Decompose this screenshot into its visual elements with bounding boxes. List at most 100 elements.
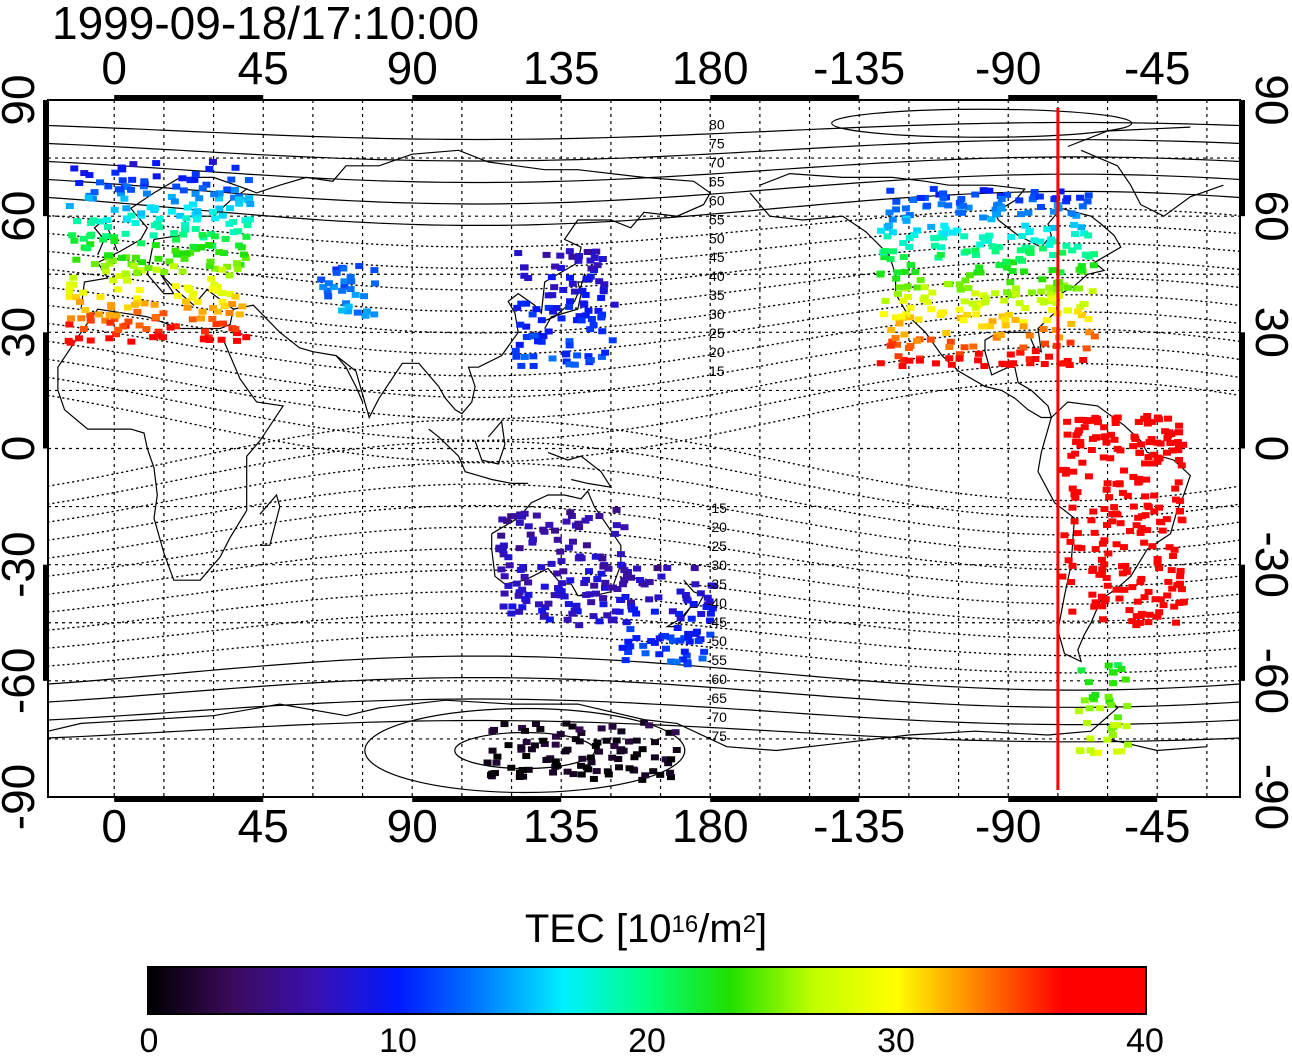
tec-cell <box>1141 512 1150 519</box>
tec-cell <box>218 298 227 305</box>
tec-cell <box>894 353 903 360</box>
tec-cell <box>612 737 621 744</box>
tec-cell <box>208 208 217 215</box>
tec-cell <box>1173 439 1182 446</box>
tec-cell <box>621 657 630 664</box>
tec-cell <box>1077 224 1086 231</box>
tec-cell <box>937 201 946 208</box>
tec-cell <box>696 590 705 597</box>
tec-cell <box>554 591 563 598</box>
tec-cell <box>1153 458 1162 465</box>
tec-cell <box>1040 340 1049 347</box>
tec-cell <box>613 585 622 592</box>
tec-cell <box>939 190 948 197</box>
tec-cell <box>1145 439 1154 446</box>
tec-cell <box>500 573 509 580</box>
tec-cell <box>627 603 636 610</box>
tec-cell <box>1109 722 1118 729</box>
tec-cell <box>888 338 897 345</box>
tec-cell <box>167 208 176 215</box>
tec-cell <box>628 606 637 613</box>
tec-cell <box>1072 212 1081 219</box>
tec-cell <box>1077 267 1086 274</box>
tec-cell <box>537 564 546 571</box>
tec-cell <box>215 195 224 202</box>
tec-cell <box>234 196 243 203</box>
tec-cell <box>916 194 925 201</box>
tec-cell <box>673 624 682 631</box>
tec-cell <box>1065 361 1074 368</box>
tec-cell <box>542 251 551 258</box>
tec-cell <box>568 280 577 287</box>
tec-cell <box>1102 439 1111 446</box>
tec-cell <box>498 516 507 523</box>
tec-cell <box>1116 520 1125 527</box>
tec-cell <box>79 325 88 332</box>
tec-cell <box>1132 522 1141 529</box>
tec-cell <box>1070 221 1079 228</box>
tec-cell <box>74 335 83 342</box>
contour-label: -40 <box>707 595 727 611</box>
tec-cell <box>75 180 84 187</box>
tec-cell <box>136 240 145 247</box>
tec-cell <box>940 222 949 229</box>
tec-cell <box>569 771 578 778</box>
tec-cell <box>1096 705 1105 712</box>
tec-cell <box>1082 345 1091 352</box>
tec-cell <box>127 186 136 193</box>
tec-cell <box>218 266 227 273</box>
tec-cell <box>1067 320 1076 327</box>
tec-cell <box>239 251 248 258</box>
tec-cell <box>1117 563 1126 570</box>
tec-cell <box>930 242 939 249</box>
contour-label: 40 <box>709 268 725 284</box>
tec-cell <box>901 205 910 212</box>
tec-cell <box>151 314 160 321</box>
tec-cell <box>964 204 973 211</box>
tec-cell <box>909 196 918 203</box>
tec-cell <box>530 742 539 749</box>
tec-cell <box>1026 360 1035 367</box>
tec-cell <box>549 769 558 776</box>
tec-cell <box>910 231 919 238</box>
contour-loop <box>831 108 1133 138</box>
tec-cell <box>522 739 531 746</box>
tec-cell <box>577 729 586 736</box>
tec-cell <box>931 360 940 367</box>
tec-cell <box>1168 447 1177 454</box>
tec-cell <box>1122 723 1131 730</box>
lon-tick-label: 90 <box>387 42 438 94</box>
tec-cell <box>1002 258 1011 265</box>
tec-cell <box>105 252 114 259</box>
tec-cell <box>86 241 95 248</box>
tec-cell <box>1084 253 1093 260</box>
tec-cell <box>1078 203 1087 210</box>
tec-cell <box>370 311 379 318</box>
tec-cell <box>517 362 526 369</box>
tec-cell <box>620 567 629 574</box>
lon-tick-label: -135 <box>813 800 905 852</box>
tec-cell <box>133 308 142 315</box>
tec-cell <box>587 248 596 255</box>
tec-cell <box>70 237 79 244</box>
tec-cell <box>1084 679 1093 686</box>
tec-cell <box>601 349 610 356</box>
tec-cell <box>553 762 562 769</box>
lat-tick-label: -90 <box>1246 764 1292 830</box>
tec-cell <box>507 764 516 771</box>
tec-cell <box>1153 555 1162 562</box>
tec-cell <box>955 209 964 216</box>
tec-cell <box>1079 356 1088 363</box>
contour-label: -25 <box>707 538 727 554</box>
tec-cell <box>105 260 114 267</box>
tec-cell <box>1003 264 1012 271</box>
frame-bar <box>43 564 48 681</box>
tec-cell <box>1136 579 1145 586</box>
tec-cell <box>1128 584 1137 591</box>
tec-cell <box>114 286 123 293</box>
tec-cell <box>577 762 586 769</box>
tec-cell <box>692 628 701 635</box>
tec-cell <box>1062 242 1071 249</box>
tec-cell <box>624 638 633 645</box>
tec-cell <box>1089 416 1098 423</box>
